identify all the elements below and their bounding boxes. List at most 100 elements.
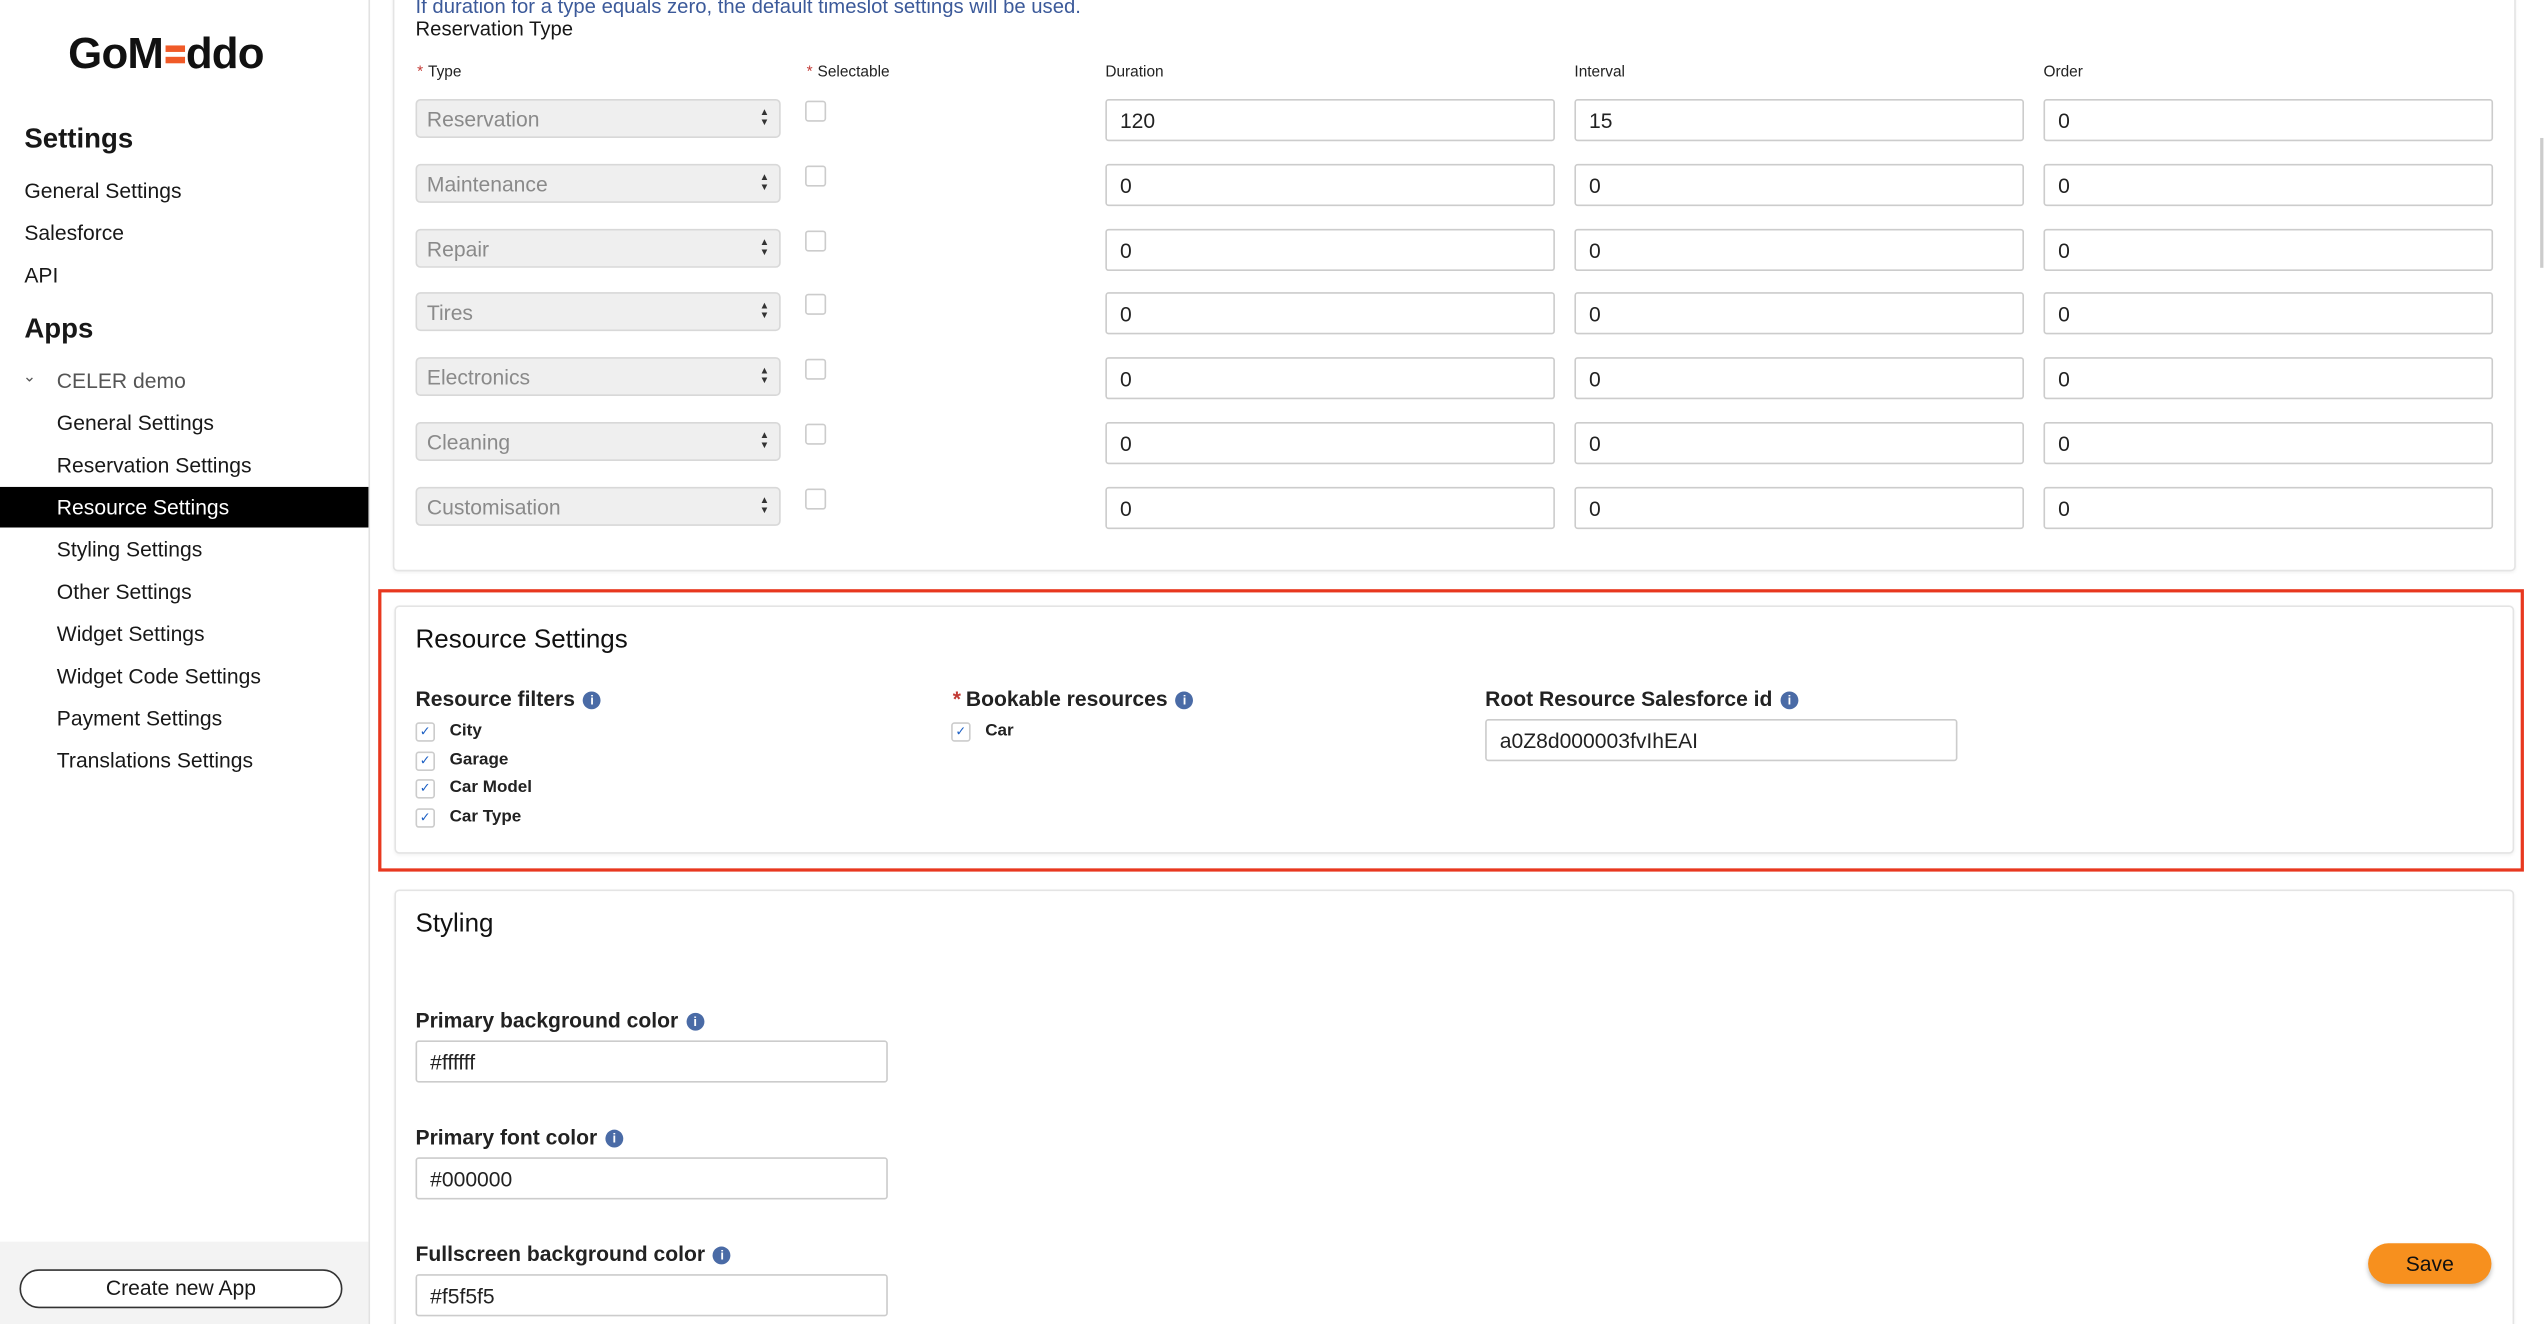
order-column-header: Order <box>2043 63 2083 82</box>
styling-color-input[interactable]: #ffffff <box>415 1040 888 1083</box>
filter-label: Car Type <box>449 805 522 826</box>
apps-heading: Apps <box>24 313 94 345</box>
styling-color-input[interactable]: #000000 <box>415 1157 888 1200</box>
order-input[interactable]: 0 <box>2043 292 2494 335</box>
info-icon[interactable]: i <box>605 1129 624 1148</box>
app-item-other-settings[interactable]: Other Settings <box>56 579 192 604</box>
app-item-resource-settings[interactable]: Resource Settings <box>56 495 230 520</box>
sidebar-item-salesforce[interactable]: Salesforce <box>24 220 125 246</box>
order-input[interactable]: 0 <box>2043 486 2494 529</box>
interval-input[interactable]: 0 <box>1574 357 2025 400</box>
order-input[interactable]: 0 <box>2043 357 2494 400</box>
filter-label: Car Model <box>449 777 532 797</box>
order-input[interactable]: 0 <box>2043 422 2494 465</box>
duration-input[interactable]: 0 <box>1105 486 1555 529</box>
app-item-reservation-settings[interactable]: Reservation Settings <box>56 452 252 478</box>
styling-color-input[interactable]: #f5f5f5 <box>415 1274 888 1317</box>
duration-input[interactable]: 0 <box>1105 422 1555 465</box>
app-item-widget-settings[interactable]: Widget Settings <box>56 621 205 646</box>
filter-label: Garage <box>449 749 509 769</box>
styling-field-label: Fullscreen background color i <box>416 1242 732 1266</box>
bookable-checkbox[interactable]: ✓ <box>951 722 971 742</box>
root-resource-id-input[interactable]: a0Z8d000003fvIhEAI <box>1485 719 1958 762</box>
select-arrows-icon: ▲ ▼ <box>759 302 770 323</box>
selectable-checkbox[interactable] <box>805 359 827 381</box>
order-input[interactable]: 0 <box>2043 163 2494 206</box>
type-select[interactable]: Repair ▲ ▼ <box>415 228 781 268</box>
styling-field-label: Primary font color i <box>416 1125 624 1149</box>
filter-checkbox[interactable]: ✓ <box>415 779 435 799</box>
selectable-checkbox[interactable] <box>805 165 827 187</box>
chevron-down-icon[interactable]: ⌄ <box>22 368 37 387</box>
selectable-checkbox[interactable] <box>805 229 827 251</box>
save-button[interactable]: Save <box>2368 1243 2492 1284</box>
info-icon[interactable]: i <box>1175 691 1194 710</box>
info-icon[interactable]: i <box>583 691 601 710</box>
app-celer-demo[interactable]: CELER demo <box>56 368 186 393</box>
filter-checkbox[interactable]: ✓ <box>415 807 435 827</box>
duration-note: If duration for a type equals zero, the … <box>415 0 1081 18</box>
bookable-resources-label: * Bookable resources i <box>953 687 1194 711</box>
scrollbar[interactable] <box>2540 137 2544 268</box>
sidebar: GoM ddo Settings General Settings Salesfo… <box>0 0 371 1324</box>
filter-label: City <box>449 720 482 741</box>
create-new-app-button[interactable]: Create new App <box>19 1269 343 1309</box>
styling-field-label: Primary background color i <box>416 1008 705 1032</box>
selectable-checkbox[interactable] <box>805 488 827 510</box>
reservation-type-heading: Reservation Type <box>415 17 574 41</box>
info-icon[interactable]: i <box>686 1012 705 1031</box>
type-select[interactable]: Customisation ▲ ▼ <box>415 486 781 526</box>
interval-input[interactable]: 0 <box>1574 163 2025 206</box>
sidebar-item-api[interactable]: API <box>24 262 59 288</box>
interval-input[interactable]: 15 <box>1574 99 2025 142</box>
duration-input[interactable]: 120 <box>1105 99 1555 142</box>
type-select[interactable]: Tires ▲ ▼ <box>415 292 781 332</box>
interval-input[interactable]: 0 <box>1574 228 2025 271</box>
styling-title: Styling <box>415 910 494 939</box>
type-select[interactable]: Cleaning ▲ ▼ <box>415 422 781 461</box>
styling-card <box>394 889 2515 1324</box>
settings-heading: Settings <box>24 123 134 155</box>
interval-column-header: Interval <box>1574 63 1625 82</box>
type-select[interactable]: Electronics ▲ ▼ <box>415 357 781 397</box>
duration-input[interactable]: 0 <box>1105 357 1555 400</box>
app-item-translations-settings[interactable]: Translations Settings <box>56 748 254 773</box>
resource-settings-title: Resource Settings <box>415 626 628 655</box>
sidebar-item-general-settings[interactable]: General Settings <box>24 178 182 203</box>
order-input[interactable]: 0 <box>2043 228 2494 271</box>
bookable-label: Car <box>985 720 1014 741</box>
app-item-widget-code-settings[interactable]: Widget Code Settings <box>56 663 261 689</box>
app-item-payment-settings[interactable]: Payment Settings <box>56 706 223 731</box>
filter-checkbox[interactable]: ✓ <box>415 750 435 771</box>
selectable-checkbox[interactable] <box>805 294 827 316</box>
resource-filters-label: Resource filters i <box>416 687 601 711</box>
select-arrows-icon: ▲ ▼ <box>759 367 770 387</box>
info-icon[interactable]: i <box>1780 691 1799 710</box>
select-arrows-icon: ▲ ▼ <box>759 108 770 129</box>
gomeddo-logo: GoM ddo <box>68 29 264 78</box>
select-arrows-icon: ▲ ▼ <box>759 237 770 258</box>
type-column-header: * Type <box>417 63 462 82</box>
duration-input[interactable]: 0 <box>1105 228 1555 271</box>
duration-column-header: Duration <box>1105 63 1164 82</box>
selectable-checkbox[interactable] <box>805 423 827 445</box>
order-input[interactable]: 0 <box>2043 99 2494 142</box>
select-arrows-icon: ▲ ▼ <box>759 173 770 193</box>
selectable-column-header: * Selectable <box>806 63 890 82</box>
info-icon[interactable]: i <box>713 1246 732 1265</box>
interval-input[interactable]: 0 <box>1574 292 2025 335</box>
select-arrows-icon: ▲ ▼ <box>759 496 770 516</box>
type-select[interactable]: Reservation ▲ ▼ <box>415 99 781 138</box>
active-item-highlight <box>0 486 369 528</box>
duration-input[interactable]: 0 <box>1105 292 1555 335</box>
reservation-type-card <box>392 0 2516 572</box>
highlight-box <box>378 589 2524 872</box>
type-select[interactable]: Maintenance ▲ ▼ <box>415 163 781 203</box>
selectable-checkbox[interactable] <box>805 100 827 122</box>
filter-checkbox[interactable]: ✓ <box>415 722 435 742</box>
app-item-styling-settings[interactable]: Styling Settings <box>56 537 203 562</box>
interval-input[interactable]: 0 <box>1574 422 2025 465</box>
interval-input[interactable]: 0 <box>1574 486 2025 529</box>
duration-input[interactable]: 0 <box>1105 163 1555 206</box>
app-item-general-settings[interactable]: General Settings <box>56 410 214 435</box>
